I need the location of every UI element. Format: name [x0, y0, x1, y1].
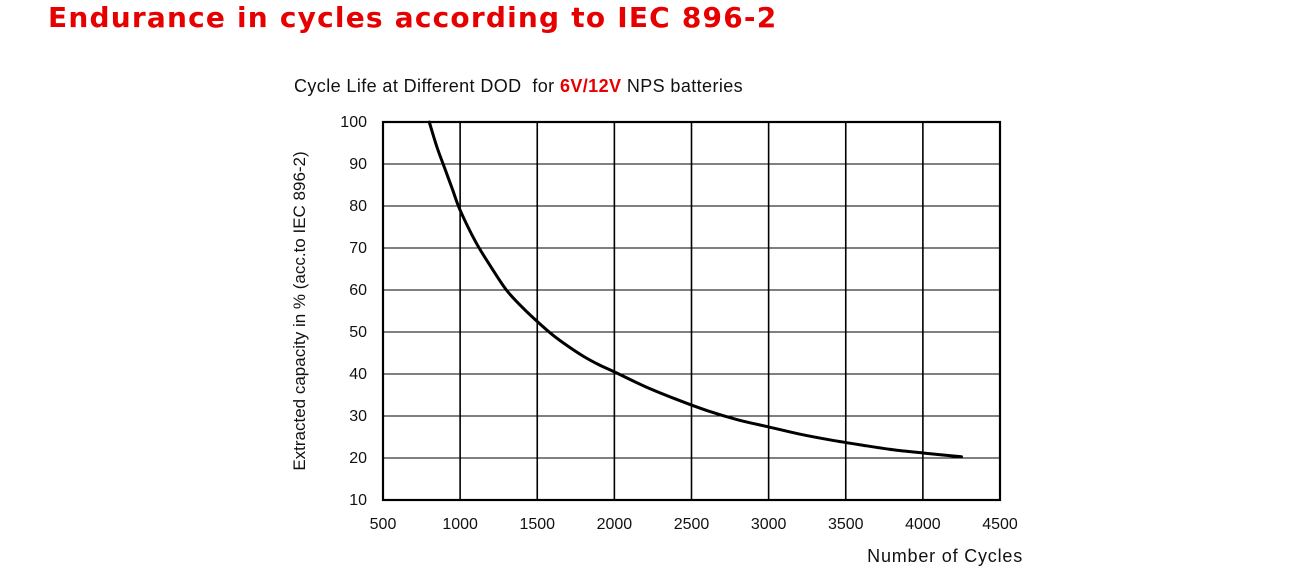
y-tick-label: 100 — [340, 114, 367, 131]
series-group — [427, 120, 963, 459]
y-axis-label-text: Extracted capacity in % (acc.to IEC 896-… — [290, 151, 309, 471]
chart-title-suffix: NPS batteries — [621, 76, 744, 96]
y-tick-label: 20 — [349, 450, 367, 467]
x-tick-labels: 500 1000 1500 2000 2500 3000 3500 4000 4500 — [370, 516, 1018, 533]
grid — [382, 121, 1001, 501]
chart-title: Cycle Life at Different DOD for 6V/12V N… — [294, 76, 743, 97]
x-tick-label: 1500 — [519, 516, 555, 533]
y-tick-label: 50 — [349, 324, 367, 341]
y-tick-label: 80 — [349, 198, 367, 215]
y-tick-label: 30 — [349, 408, 367, 425]
x-tick-label: 1000 — [442, 516, 478, 533]
series-line-0 — [427, 120, 963, 459]
x-tick-label: 500 — [370, 516, 397, 533]
x-tick-label: 2500 — [674, 516, 710, 533]
x-tick-label: 2000 — [597, 516, 633, 533]
y-tick-labels: 10 20 30 40 50 60 70 80 90 100 — [340, 114, 367, 509]
chart-title-highlight: 6V/12V — [559, 76, 622, 96]
x-axis-label: Number of Cycles — [867, 546, 1023, 566]
y-tick-label: 90 — [349, 156, 367, 173]
plot-frame — [381, 120, 1002, 502]
y-tick-label: 60 — [349, 282, 367, 299]
y-tick-label: 70 — [349, 240, 367, 257]
x-tick-label: 4000 — [905, 516, 941, 533]
chart-title-prefix: Cycle Life at Different DOD for — [294, 76, 560, 96]
y-tick-label: 10 — [349, 492, 367, 509]
x-tick-label: 3500 — [828, 516, 864, 533]
x-tick-label: 4500 — [982, 516, 1018, 533]
x-tick-label: 3000 — [751, 516, 787, 533]
page-heading: Endurance in cycles according to IEC 896… — [48, 1, 778, 34]
y-tick-label: 40 — [349, 366, 367, 383]
